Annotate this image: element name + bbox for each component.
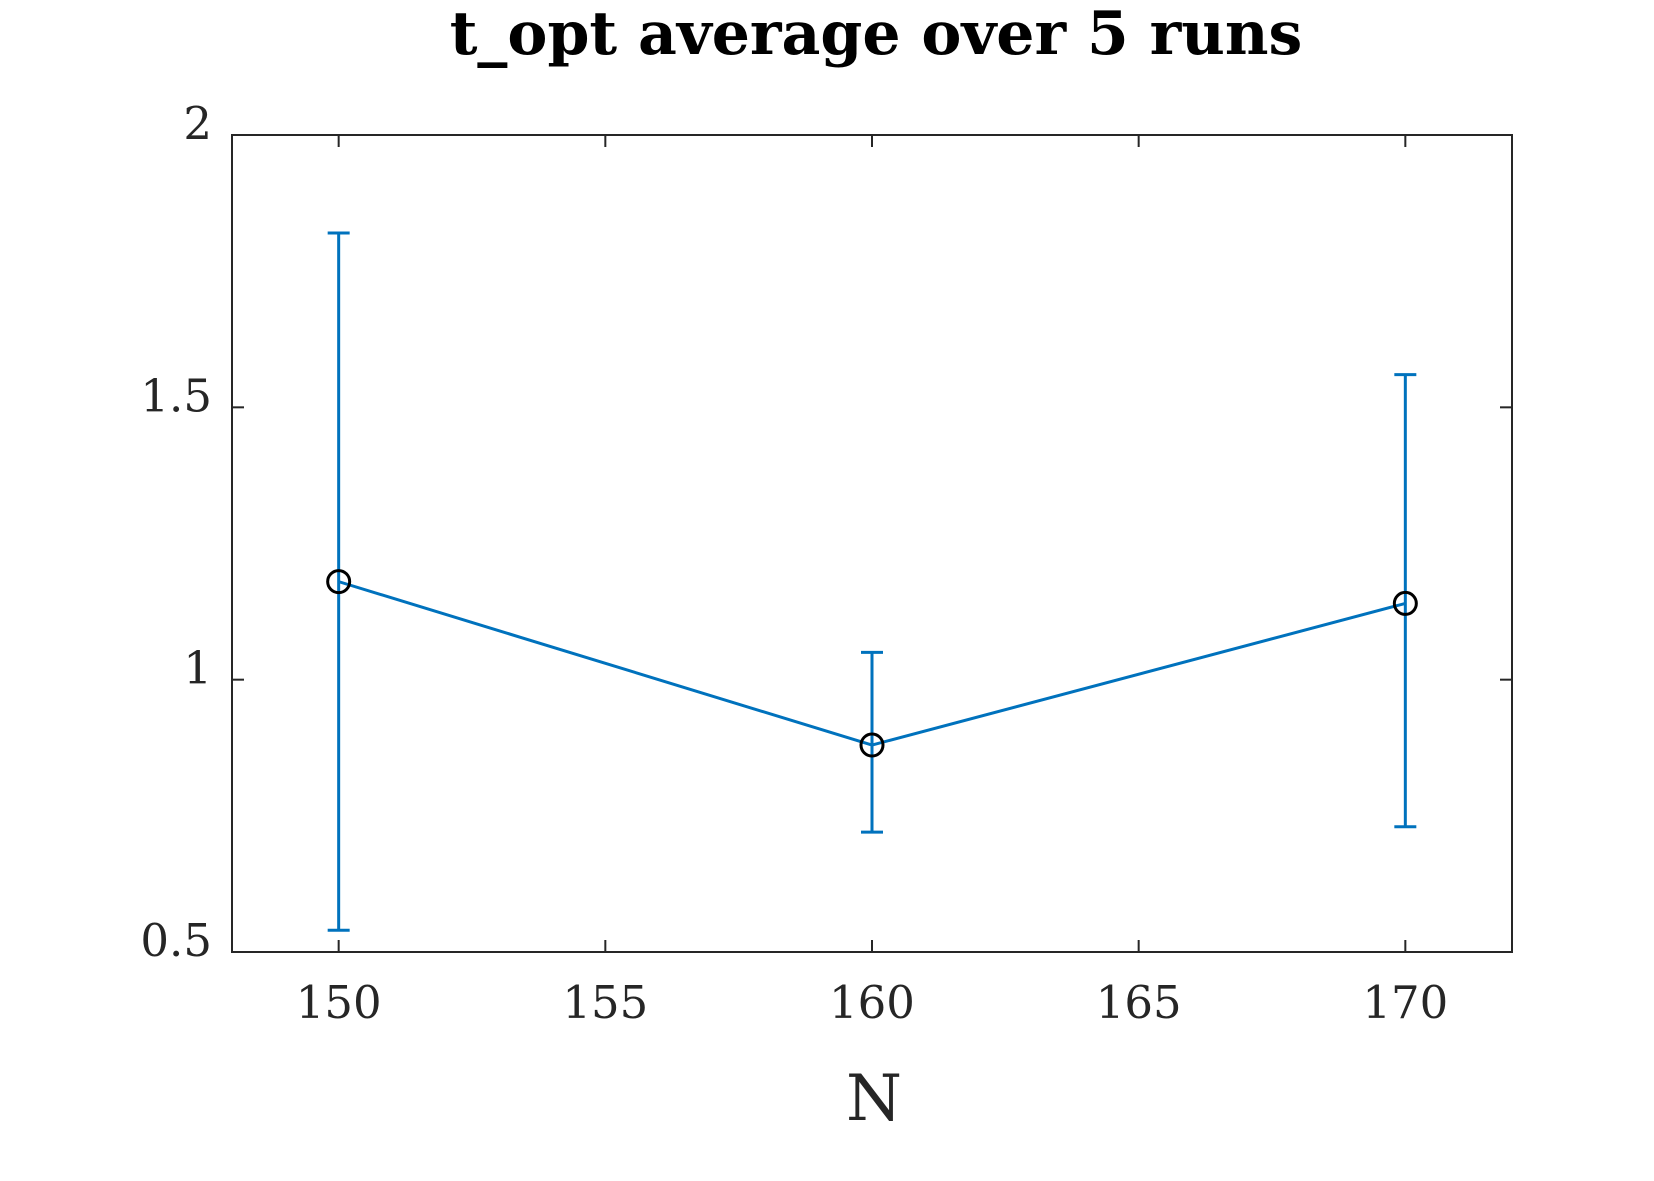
- x-tick-label: 150: [296, 976, 382, 1029]
- axes: 150 155 160 165 170 0.5 1 1.5 2: [140, 97, 1513, 1029]
- y-tick-label: 1.5: [140, 369, 212, 422]
- data-point: [859, 732, 885, 758]
- chart-title: t_opt average over 5 runs: [450, 0, 1303, 69]
- plot-area: [326, 231, 1418, 932]
- x-tick-label: 155: [562, 976, 648, 1029]
- x-tick-label: 160: [829, 976, 915, 1029]
- y-tick-label: 1: [183, 642, 212, 695]
- x-tick-label: 165: [1096, 976, 1182, 1029]
- x-tick-label: 170: [1362, 976, 1448, 1029]
- x-axis-label: N: [846, 1062, 902, 1136]
- data-point: [1392, 590, 1418, 616]
- y-tick-label: 0.5: [140, 914, 212, 967]
- data-point: [326, 569, 352, 595]
- y-tick-label: 2: [183, 97, 212, 150]
